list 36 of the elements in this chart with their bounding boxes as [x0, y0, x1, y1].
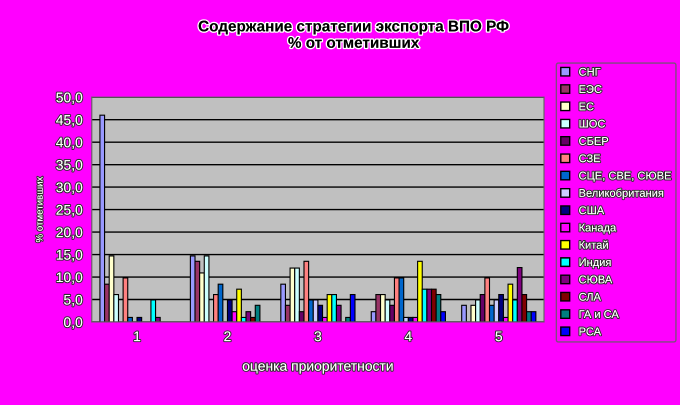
y-tick-label: 0,0: [64, 317, 82, 329]
y-tick-label: 45,0: [56, 115, 82, 126]
y-tick-label: 10,0: [56, 272, 82, 284]
legend-label: ШОС: [579, 120, 606, 128]
chart-title: Содержание стратегии экспорта ВПО РФ % от отметивших: [198, 20, 509, 48]
legend-label: СБЕР: [579, 137, 608, 145]
x-tick-label: 5: [495, 332, 502, 342]
legend-label: Великобритания: [579, 188, 664, 200]
x-tick-label: 4: [404, 332, 412, 342]
y-tick-label: 20,0: [56, 227, 82, 239]
y-tick-label: 30,0: [56, 182, 82, 194]
y-tick-label: 15,0: [56, 250, 82, 262]
y-tick-label: 25,0: [56, 204, 82, 216]
legend-label: Канада: [579, 224, 616, 234]
legend-label: СЮВА: [579, 276, 612, 284]
legend-label: ЕС: [579, 102, 594, 110]
y-tick-label: 5,0: [64, 294, 82, 306]
legend-label: ЕЭС: [579, 85, 602, 94]
legend-label: СЗЕ: [579, 154, 600, 162]
legend-label: СНГ: [579, 68, 600, 76]
legend-label: Индия: [579, 258, 611, 268]
legend-label: США: [579, 206, 604, 214]
y-tick-label: 40,0: [56, 137, 82, 149]
legend-label: Китай: [579, 240, 608, 249]
bar: [461, 304, 467, 322]
legend-label: СЛА: [579, 292, 601, 301]
legend-label: РСА: [579, 327, 602, 336]
y-tick-label: 35,0: [56, 160, 82, 172]
legend-label: СЦЕ, СВЕ, СЮВЕ: [579, 172, 672, 182]
x-axis-title: оценка приоритетности: [242, 363, 393, 374]
y-tick-label: 50,0: [56, 92, 82, 104]
x-tick-label: 2: [224, 331, 231, 342]
legend-label: ГА и СА: [579, 310, 619, 318]
x-tick-label: 3: [314, 331, 322, 342]
y-axis-title: % отметивших: [36, 176, 43, 242]
x-tick-label: 1: [134, 332, 140, 342]
